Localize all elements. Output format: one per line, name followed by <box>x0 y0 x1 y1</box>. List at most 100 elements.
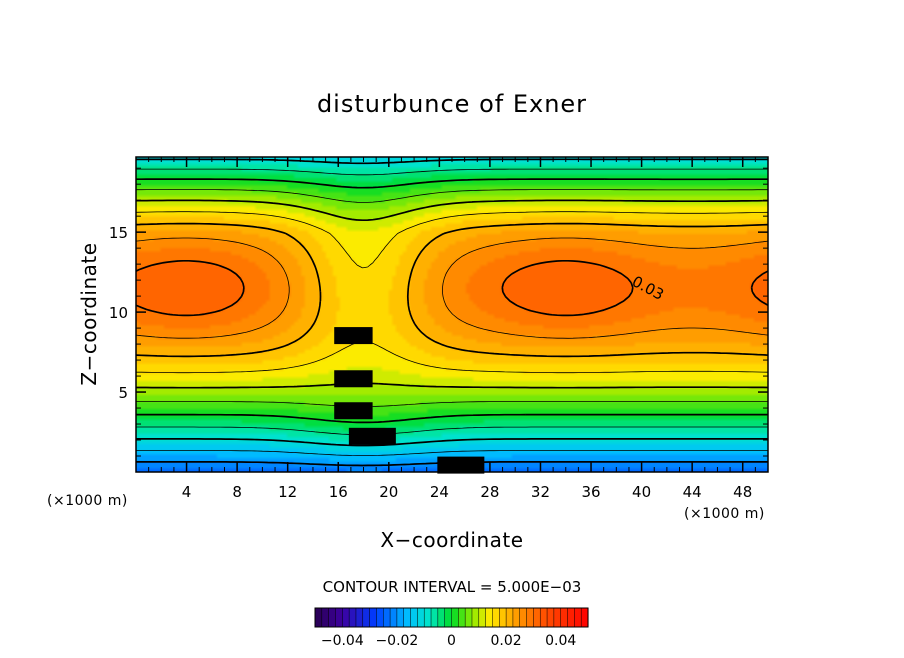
x-axis-ticks: 4 8 12 16 20 24 28 32 36 40 44 48 <box>148 157 756 501</box>
colorbar-cell <box>492 607 500 628</box>
colorbar-cell <box>512 607 521 628</box>
contour-lines <box>136 158 768 467</box>
colorbar-cell <box>383 607 391 628</box>
colorbar-cell <box>546 607 555 628</box>
contour-label-bg <box>334 370 373 388</box>
contour-label: 0.00 <box>334 402 373 420</box>
colorbar-cell <box>437 607 446 628</box>
contour-line <box>136 259 768 317</box>
x-tick-label: 24 <box>430 483 449 501</box>
colorbar-tick-label: 0.02 <box>491 633 522 649</box>
y-axis-label: Z−coordinate <box>77 242 101 385</box>
contour-label-bg <box>334 402 373 420</box>
x-tick-label: 8 <box>232 483 242 501</box>
contour-line <box>136 237 768 339</box>
contour-label: 0.01 <box>334 370 373 388</box>
colorbar-cell <box>526 607 534 628</box>
contour-label-text: −0.02 <box>438 457 484 475</box>
colorbar-cell <box>355 607 364 628</box>
colorbar-tick-label: 0 <box>447 633 456 649</box>
contour-line <box>136 450 768 456</box>
colorbar-cell <box>533 607 541 628</box>
contour-interval-text: CONTOUR INTERVAL = 5.000E−03 <box>323 578 582 596</box>
y-tick-label: 15 <box>109 224 128 242</box>
colorbar-tick-label: −0.02 <box>375 633 418 649</box>
x-tick-label: 12 <box>278 483 297 501</box>
x-tick-label: 4 <box>182 483 192 501</box>
colorbar-cell <box>539 607 548 628</box>
colorbar-cell <box>444 607 453 628</box>
colorbar-cell <box>342 607 350 628</box>
colorbar-cell <box>314 607 323 628</box>
x-tick-label: 48 <box>733 483 752 501</box>
y-tick-label: 5 <box>118 384 128 402</box>
contour-line <box>136 189 768 407</box>
colorbar-cell <box>567 607 575 628</box>
colorbar-cell <box>403 607 412 628</box>
contour-label-text: 0.00 <box>337 402 370 420</box>
colorbar-cell <box>580 607 589 628</box>
contour-label-bg <box>437 456 485 474</box>
contour-line <box>136 222 768 358</box>
colorbar-cell <box>519 607 528 628</box>
x-unit-left: (×1000 m) <box>47 493 128 509</box>
plot-area: 0.030.020.010.00−0.01−0.02 4 8 12 16 20 24 28 3… <box>109 156 769 501</box>
chart-title: disturbunce of Exner <box>317 90 587 118</box>
contour-label: 0.02 <box>334 327 373 345</box>
colorbar-cell <box>471 607 480 628</box>
colorbar-cell <box>321 607 330 628</box>
contour-label-bg <box>348 427 396 445</box>
colorbar-cell <box>417 607 425 628</box>
x-unit-right: (×1000 m) <box>684 506 765 522</box>
x-tick-label: 28 <box>480 483 499 501</box>
colorbar-cell <box>505 607 514 628</box>
colorbar-cell <box>451 607 459 628</box>
colorbar-cell <box>499 607 507 628</box>
contour-label-text: −0.01 <box>349 428 395 446</box>
x-tick-label: 36 <box>581 483 600 501</box>
colorbar-cell <box>410 607 418 628</box>
contour-label-text: 0.02 <box>337 327 370 345</box>
x-tick-label: 16 <box>329 483 348 501</box>
colorbar-cell <box>396 607 405 628</box>
y-tick-label: 10 <box>109 304 128 322</box>
contour-label-text: 0.01 <box>337 370 370 388</box>
colorbar-cell <box>376 607 384 628</box>
colorbar-frame <box>314 607 589 628</box>
colorbar-cell <box>369 607 377 628</box>
x-tick-label: 44 <box>683 483 702 501</box>
x-tick-label: 32 <box>531 483 550 501</box>
contour-label-bg <box>334 327 373 345</box>
colorbar-tick-labels: −0.04 −0.02 0 0.02 0.04 <box>321 633 577 649</box>
colorbar-cell <box>574 607 582 628</box>
x-tick-label: 20 <box>379 483 398 501</box>
colorbar-cell <box>328 607 337 628</box>
colorbar-cell <box>478 607 487 628</box>
colorbar-tick-label: 0.04 <box>545 633 576 649</box>
filled-contour-field <box>136 157 768 472</box>
colorbar-cell <box>458 607 466 628</box>
colorbar-cells <box>314 607 589 628</box>
contour-line <box>136 178 768 424</box>
colorbar: −0.04 −0.02 0 0.02 0.04 <box>314 607 589 649</box>
contour-line <box>136 158 768 447</box>
contour-line <box>136 168 768 436</box>
contour-line <box>136 211 768 374</box>
x-axis-label: X−coordinate <box>380 528 523 552</box>
colorbar-tick-label: −0.04 <box>321 633 364 649</box>
colorbar-cell <box>389 607 398 628</box>
y-axis-ticks: 5 10 15 <box>109 167 768 457</box>
contour-label: −0.02 <box>437 456 485 475</box>
colorbar-cell <box>335 607 343 628</box>
colorbar-cell <box>553 607 562 628</box>
colorbar-cell <box>485 607 493 628</box>
contour-line <box>136 199 768 389</box>
colorbar-cell <box>560 607 569 628</box>
x-tick-label: 40 <box>632 483 651 501</box>
colorbar-cell <box>362 607 371 628</box>
contour-label: −0.01 <box>348 427 396 446</box>
colorbar-cell <box>423 607 432 628</box>
colorbar-cell <box>348 607 357 628</box>
